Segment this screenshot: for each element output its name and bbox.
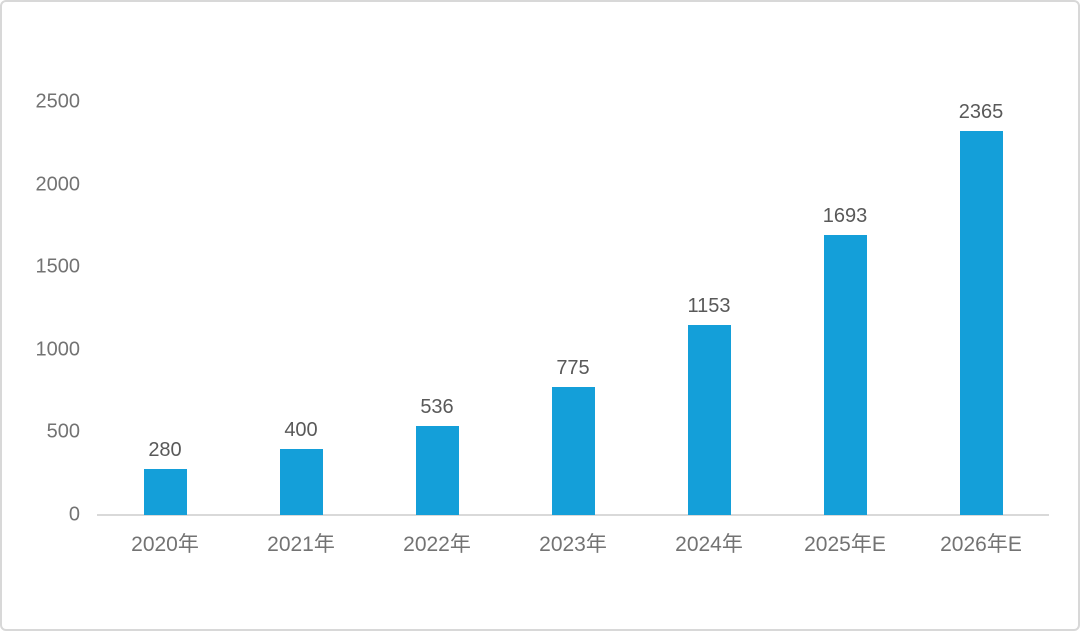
bar-data-label: 280	[148, 438, 182, 461]
bar	[415, 426, 459, 515]
bar-data-label: 400	[284, 418, 318, 441]
bar-slot: 775	[505, 102, 641, 515]
bar	[279, 448, 323, 515]
y-axis-tick-label: 1500	[35, 255, 81, 278]
y-axis-tick-label: 0	[68, 503, 80, 526]
y-axis-tick-label: 1000	[35, 338, 81, 361]
bar-slot: 1693	[777, 102, 913, 515]
bar	[687, 324, 731, 515]
bar-data-label: 1693	[822, 205, 868, 228]
bar-slot: 400	[233, 102, 369, 515]
bar-slot: 536	[369, 102, 505, 515]
bar	[959, 131, 1003, 515]
x-axis-category-label: 2020年	[131, 533, 199, 556]
x-axis-category-label: 2025年E	[804, 533, 886, 556]
bar-slot: 2365	[913, 102, 1049, 515]
bar	[551, 386, 595, 515]
x-axis-category-label: 2021年	[267, 533, 335, 556]
y-axis-tick-label: 2500	[35, 90, 81, 113]
x-axis-category-labels: 2020年 2021年 2022年 2023年 2024年 2025年E 2026年E	[97, 528, 1049, 558]
y-axis-tick-label: 2000	[35, 173, 81, 196]
bar-data-label: 536	[420, 396, 454, 419]
bar-data-label: 1153	[687, 294, 731, 317]
bar-data-label: 2365	[958, 101, 1004, 123]
bar	[823, 235, 867, 515]
y-axis-tick-label: 500	[46, 420, 80, 443]
x-axis-category-label: 2024年	[675, 533, 743, 556]
x-axis-category-label: 2023年	[539, 533, 607, 556]
x-axis-line	[97, 514, 1049, 516]
x-axis-category-label: 2022年	[403, 533, 471, 556]
plot-area: 280 400 536 775 1153 1693 2365	[97, 102, 1049, 515]
bar-slot: 280	[97, 102, 233, 515]
bar-slot: 1153	[641, 102, 777, 515]
x-axis-category-label: 2026年E	[940, 533, 1022, 556]
bar-data-label: 775	[556, 356, 590, 379]
bar	[143, 468, 187, 515]
